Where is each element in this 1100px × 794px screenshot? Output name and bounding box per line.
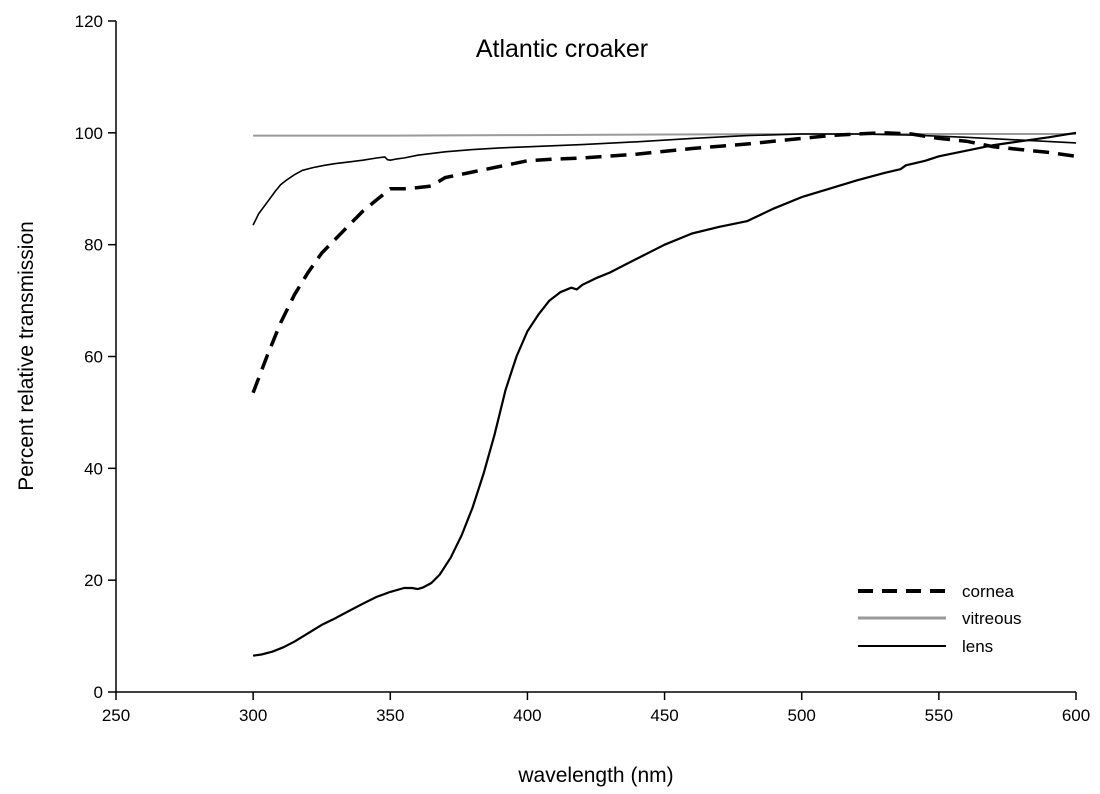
x-tick-label: 350 <box>376 706 404 725</box>
series-line-unlabeled <box>252 133 1077 226</box>
y-tick-label: 40 <box>84 459 103 478</box>
chart-title: Atlantic croaker <box>476 35 648 63</box>
x-tick-label: 400 <box>513 706 541 725</box>
x-tick-label: 450 <box>650 706 678 725</box>
axes: 0 20 40 60 80 100 120 250 300 350 400 450 500 550 600 <box>75 12 1091 725</box>
x-tick-label: 500 <box>788 706 816 725</box>
y-tick-label: 80 <box>84 236 103 255</box>
x-tick-label: 300 <box>239 706 267 725</box>
legend-label-lens: lens <box>962 637 993 656</box>
series-line-cornea <box>251 131 1077 394</box>
x-axis-title: wavelength (nm) <box>517 764 673 787</box>
y-tick-label: 100 <box>75 124 103 143</box>
y-axis-title: Percent relative transmission <box>15 221 38 491</box>
y-tick-label: 60 <box>84 348 103 367</box>
legend-label-vitreous: vitreous <box>962 609 1022 628</box>
series-layer <box>251 131 1077 657</box>
y-tick-label: 0 <box>94 683 103 702</box>
y-tick-label: 20 <box>84 571 103 590</box>
legend: cornea vitreous lens <box>858 582 1022 656</box>
series-line-lens <box>252 131 1077 657</box>
series-line-vitreous <box>253 133 1076 137</box>
x-tick-label: 550 <box>925 706 953 725</box>
legend-label-cornea: cornea <box>962 582 1015 601</box>
x-tick-label: 600 <box>1062 706 1090 725</box>
y-tick-label: 120 <box>75 12 103 31</box>
x-tick-label: 250 <box>102 706 130 725</box>
